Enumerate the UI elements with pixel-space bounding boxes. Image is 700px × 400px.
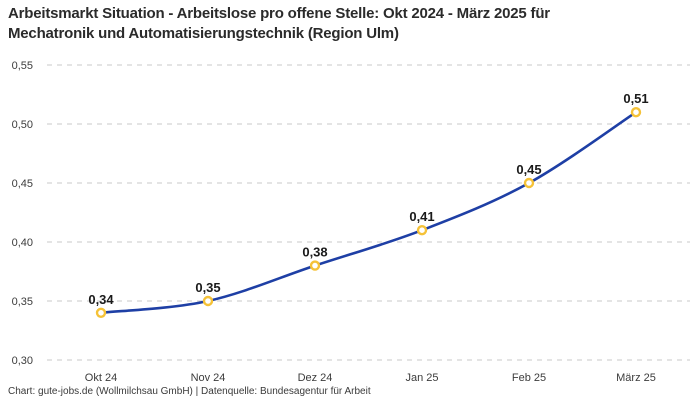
data-point-label: 0,45: [516, 162, 541, 177]
data-point-marker: [95, 307, 107, 318]
chart-title-line-1: Arbeitsmarkt Situation - Arbeitslose pro…: [8, 5, 550, 22]
data-point-marker: [309, 260, 321, 271]
y-axis-tick-label: 0,40: [12, 237, 33, 249]
y-axis-tick-label: 0,55: [12, 60, 33, 72]
y-axis-tick-label: 0,45: [12, 178, 33, 190]
x-axis-tick-label: Dez 24: [298, 372, 333, 384]
data-point-marker: [202, 295, 214, 307]
data-point-marker: [523, 177, 535, 189]
data-point-label: 0,34: [88, 292, 114, 307]
series-line: [99, 110, 638, 315]
data-point-label: 0,51: [623, 91, 648, 106]
data-point-label: 0,38: [302, 245, 327, 260]
y-axis-tick-label: 0,30: [12, 355, 33, 367]
x-axis-tick-label: Nov 24: [191, 372, 226, 384]
data-point-marker: [416, 224, 428, 236]
data-point-marker: [630, 106, 642, 118]
data-point-label: 0,41: [409, 209, 434, 224]
x-axis-tick-label: Feb 25: [512, 372, 546, 384]
chart-title-line-2: Mechatronik und Automatisierungstechnik …: [8, 25, 399, 43]
x-axis-tick-label: März 25: [616, 372, 656, 384]
x-axis-tick-label: Okt 24: [85, 372, 117, 384]
y-axis-tick-label: 0,35: [12, 296, 33, 308]
data-point-label: 0,35: [195, 280, 220, 295]
x-axis-tick-label: Jan 25: [405, 372, 438, 384]
chart-title: Arbeitsmarkt Situation - Arbeitslose pro…: [8, 4, 550, 45]
chart-credit: Chart: gute-jobs.de (Wollmilchsau GmbH) …: [8, 386, 371, 397]
y-axis-tick-label: 0,50: [12, 119, 33, 131]
